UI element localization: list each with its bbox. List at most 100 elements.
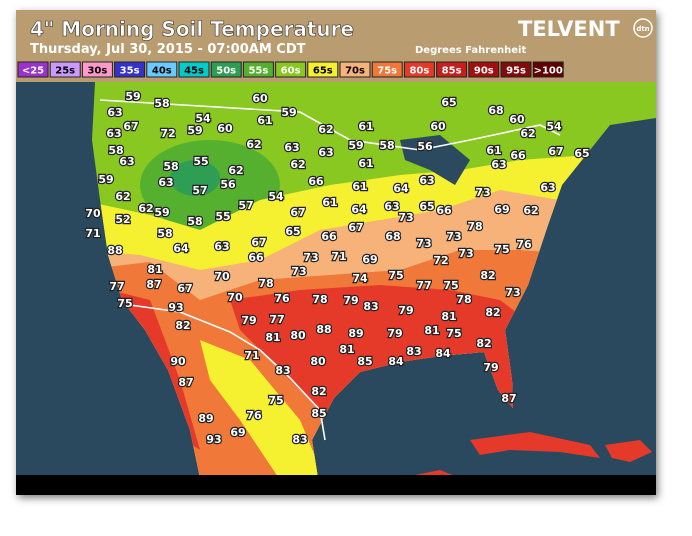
legend-swatch bbox=[178, 61, 210, 78]
legend-swatch bbox=[532, 61, 564, 78]
station-temperature: 68 bbox=[385, 230, 400, 243]
legend-label: 45s bbox=[184, 66, 204, 77]
station-temperature: 73 bbox=[303, 251, 318, 264]
station-temperature: 81 bbox=[265, 331, 280, 344]
legend-swatch bbox=[307, 61, 339, 78]
station-temperature: 80 bbox=[310, 355, 326, 368]
station-temperature: 67 bbox=[251, 236, 266, 249]
legend-label: 90s bbox=[474, 66, 494, 77]
station-temperature: 63 bbox=[106, 127, 121, 140]
station-temperature: 64 bbox=[351, 203, 367, 216]
station-temperature: 75 bbox=[446, 327, 461, 340]
station-temperature: 81 bbox=[441, 310, 456, 323]
station-temperature: 54 bbox=[195, 112, 211, 125]
station-temperature: 55 bbox=[215, 210, 230, 223]
bottom-strip bbox=[16, 475, 656, 495]
station-temperature: 82 bbox=[476, 337, 491, 350]
station-temperature: 63 bbox=[119, 155, 134, 168]
legend-swatch bbox=[81, 61, 113, 78]
station-temperature: 57 bbox=[238, 199, 253, 212]
station-temperature: 77 bbox=[269, 313, 284, 326]
station-temperature: 71 bbox=[85, 227, 100, 240]
station-temperature: 70 bbox=[227, 291, 243, 304]
legend-label: 55s bbox=[248, 66, 268, 77]
station-temperature: 58 bbox=[379, 139, 394, 152]
station-temperature: 82 bbox=[480, 269, 495, 282]
station-temperature: 54 bbox=[546, 120, 562, 133]
station-temperature: 65 bbox=[419, 200, 434, 213]
station-temperature: 62 bbox=[318, 123, 333, 136]
station-temperature: 80 bbox=[290, 329, 306, 342]
station-temperature: 81 bbox=[147, 263, 162, 276]
subtitle: Thursday, Jul 30, 2015 - 07:00AM CDT bbox=[30, 42, 306, 57]
legend-label: 40s bbox=[152, 66, 172, 77]
legend-swatch bbox=[339, 61, 371, 78]
station-temperature: 61 bbox=[257, 114, 272, 127]
station-temperature: 66 bbox=[436, 204, 452, 217]
station-temperature: 79 bbox=[483, 361, 498, 374]
station-temperature: 78 bbox=[456, 293, 471, 306]
station-temperature: 75 bbox=[268, 394, 283, 407]
station-temperature: 62 bbox=[290, 158, 305, 171]
station-temperature: 67 bbox=[123, 120, 138, 133]
islands bbox=[400, 432, 652, 478]
station-temperature: 65 bbox=[441, 96, 456, 109]
station-temperature: 75 bbox=[443, 279, 458, 292]
station-temperature: 67 bbox=[348, 221, 363, 234]
station-temperature: 54 bbox=[268, 190, 284, 203]
station-temperature: 76 bbox=[516, 238, 532, 251]
legend-swatch bbox=[403, 61, 435, 78]
station-temperature: 87 bbox=[501, 392, 516, 405]
station-temperature: 68 bbox=[488, 104, 503, 117]
legend-label: 50s bbox=[216, 66, 236, 77]
station-temperature: 83 bbox=[292, 433, 307, 446]
station-temperature: 61 bbox=[486, 144, 501, 157]
station-temperature: 73 bbox=[416, 237, 431, 250]
station-temperature: 70 bbox=[85, 207, 101, 220]
station-temperature: 59 bbox=[281, 106, 296, 119]
station-temperature: 73 bbox=[475, 186, 490, 199]
station-temperature: 73 bbox=[505, 286, 520, 299]
station-temperature: 56 bbox=[417, 140, 433, 153]
station-temperature: 61 bbox=[322, 196, 337, 209]
station-temperature: 66 bbox=[510, 149, 526, 162]
station-temperature: 82 bbox=[175, 319, 190, 332]
station-temperature: 58 bbox=[187, 215, 202, 228]
station-temperature: 69 bbox=[362, 253, 377, 266]
station-temperature: 62 bbox=[228, 164, 243, 177]
legend-swatch bbox=[371, 61, 403, 78]
station-temperature: 89 bbox=[348, 327, 363, 340]
station-temperature: 79 bbox=[398, 304, 413, 317]
station-temperature: 75 bbox=[117, 297, 132, 310]
legend-swatch bbox=[146, 61, 178, 78]
legend-label: 95s bbox=[506, 66, 526, 77]
station-temperature: 83 bbox=[406, 345, 421, 358]
legend-label: 70s bbox=[345, 66, 365, 77]
legend-swatch bbox=[436, 61, 468, 78]
station-temperature: 57 bbox=[192, 184, 207, 197]
station-temperature: 89 bbox=[198, 412, 213, 425]
station-temperature: 66 bbox=[248, 251, 264, 264]
station-temperature: 70 bbox=[214, 270, 230, 283]
station-temperature: 78 bbox=[467, 220, 482, 233]
station-temperature: 58 bbox=[108, 144, 123, 157]
station-temperature: 63 bbox=[419, 174, 434, 187]
legend-label: 65s bbox=[313, 66, 333, 77]
station-temperature: 73 bbox=[398, 211, 413, 224]
legend-label: 75s bbox=[377, 66, 397, 77]
station-temperature: 74 bbox=[352, 272, 368, 285]
station-temperature: 63 bbox=[284, 141, 299, 154]
station-temperature: 61 bbox=[358, 120, 373, 133]
station-temperature: 82 bbox=[311, 385, 326, 398]
station-temperature: 58 bbox=[157, 227, 172, 240]
station-temperature: 77 bbox=[109, 280, 124, 293]
station-temperature: 84 bbox=[435, 347, 451, 360]
station-temperature: 62 bbox=[138, 202, 153, 215]
station-temperature: 55 bbox=[193, 155, 208, 168]
legend-swatch bbox=[242, 61, 274, 78]
station-temperature: 85 bbox=[357, 355, 372, 368]
station-temperature: 81 bbox=[424, 324, 439, 337]
borders bbox=[99, 99, 561, 441]
station-temperature: 59 bbox=[348, 139, 363, 152]
